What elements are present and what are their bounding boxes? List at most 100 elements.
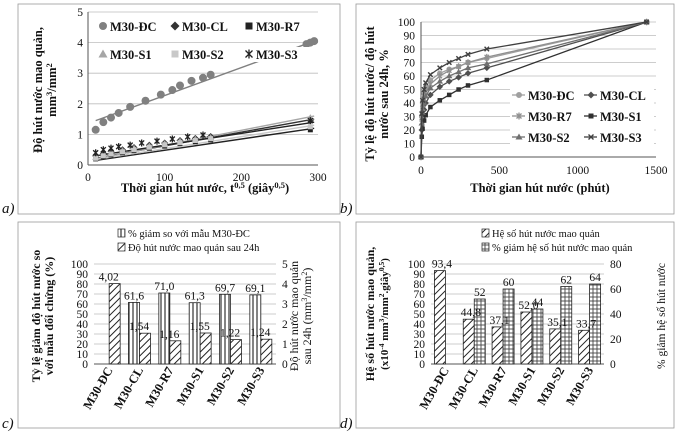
chart-a-legend-marker: [98, 49, 108, 58]
chart-d-category-label: M30-R7: [476, 365, 510, 410]
chart-a-legend-bg: [242, 47, 316, 62]
chart-d-bar: [502, 288, 515, 365]
chart-c-y-tick-label: 0: [82, 359, 88, 371]
chart-a-y-title: Độ hút nước mao quản,: [31, 27, 45, 153]
chart-b-point: [643, 19, 650, 25]
chart-b-point: [483, 64, 491, 72]
chart-a-y-tick-label: 5: [77, 7, 83, 19]
chart-d-y2-title: % giảm hệ số hút nước: [655, 263, 668, 369]
chart-a-point: [310, 37, 319, 46]
chart-b-point: [427, 91, 434, 99]
chart-d-legend-swatch: [481, 228, 490, 238]
chart-d-data-label: 37,1: [490, 315, 510, 327]
chart-a-point: [307, 117, 314, 125]
chart-c-y2-tick-label: 0: [282, 359, 288, 371]
chart-d-y-tick-label: 100: [408, 259, 426, 271]
chart-a-legend-bg: [242, 19, 316, 34]
chart-d-bar: [549, 328, 562, 365]
chart-b-point: [420, 126, 425, 131]
chart-b-y-tick-label: 40: [404, 98, 416, 110]
chart-b-point: [465, 51, 471, 58]
chart-d-y2-tick-label: 0: [610, 359, 616, 371]
chart-b-legend-bg: [582, 129, 654, 146]
chart-b-legend-marker: [587, 91, 595, 99]
chart-b-point: [464, 64, 472, 71]
chart-d-bar: [473, 298, 486, 365]
chart-d-y-tick-label: 40: [414, 319, 426, 331]
chart-b-point: [484, 53, 490, 61]
chart-c-legend-swatch: [117, 228, 126, 238]
chart-b-y-tick-label: 60: [404, 71, 416, 83]
chart-a-legend-label: M30-R7: [256, 20, 300, 34]
chart-c-data-label: 71,0: [154, 281, 174, 293]
chart-d-data-label: 52,0: [518, 300, 538, 312]
chart-a-point: [138, 139, 145, 147]
chart-b-y-tick-label: 0: [409, 152, 415, 164]
chart-b-legend-bg: [510, 87, 582, 104]
chart-d-bar: [589, 283, 601, 365]
chart-a-y-tick-label: 2: [77, 99, 83, 111]
chart-a-x-tick-label: 0: [85, 172, 91, 184]
chart-a-legend-marker: [99, 22, 107, 30]
chart-b-point: [418, 154, 424, 160]
chart-b-y-tick-label: 30: [404, 112, 416, 124]
chart-b-point: [422, 93, 429, 99]
chart-b-legend-label: M30-ĐC: [528, 89, 575, 103]
chart-a-legend-marker: [171, 50, 179, 58]
chart-a-point: [114, 108, 123, 117]
chart-d-legend-label: Hệ số hút nước mao quản: [492, 229, 601, 240]
chart-b-point: [455, 68, 462, 75]
chart-b-legend-bg: [510, 108, 582, 125]
panel-label-b: b): [340, 201, 353, 217]
chart-c-y2-tick-label: 1: [282, 339, 288, 351]
chart-c-bar: [230, 339, 242, 365]
chart-a-fit-line: [95, 121, 315, 157]
chart-b-point: [419, 97, 426, 104]
chart-a-point: [169, 135, 176, 143]
chart-a-point: [156, 90, 165, 99]
chart-b-point: [445, 72, 453, 79]
chart-d-legend-swatch: [481, 242, 490, 252]
chart-c-y-title: Tỷ lệ giảm độ hút nước so: [29, 250, 43, 383]
chart-b-point: [465, 83, 471, 88]
chart-b-x-tick-label: 1500: [645, 165, 668, 177]
chart-c-data-label: 1,16: [159, 329, 179, 341]
chart-c-bar: [139, 332, 151, 365]
chart-c-category-label: M30-S1: [174, 365, 207, 408]
chart-a-point: [176, 81, 184, 90]
chart-d-data-label: 44: [532, 297, 544, 309]
chart-d-y-tick-label: 0: [419, 359, 425, 371]
panel-label-a: a): [2, 201, 15, 217]
chart-a-point: [100, 146, 107, 154]
chart-d-data-label: 52: [474, 287, 486, 299]
chart-a-legend-bg: [168, 47, 242, 62]
chart-b-y-title: Tỷ lệ độ hút nước/ độ hút: [363, 26, 377, 162]
chart-c-y-tick-label: 70: [77, 289, 89, 301]
chart-b-legend-marker: [516, 92, 522, 98]
chart-a-legend-marker: [245, 22, 253, 30]
chart-a-y-tick-label: 1: [77, 129, 83, 141]
chart-d-bar: [560, 286, 573, 365]
chart-a-point: [107, 113, 115, 122]
chart-a-point: [100, 153, 106, 159]
chart-a-point: [206, 70, 215, 79]
chart-a-legend-bg: [96, 19, 170, 34]
chart-c-bar: [169, 340, 182, 365]
chart-a-point: [307, 124, 313, 130]
chart-c-y2-tick-label: 3: [282, 299, 288, 311]
chart-b-point: [419, 111, 425, 117]
chart-d-bar: [462, 318, 475, 365]
chart-b-point: [484, 77, 490, 83]
chart-b-legend-marker: [516, 112, 522, 120]
chart-b-legend-label: M30-S2: [528, 131, 570, 145]
chart-c-y-tick-label: 50: [77, 309, 89, 321]
chart-c-y2-tick-label: 4: [282, 279, 288, 291]
chart-a-point: [200, 131, 206, 139]
chart-d-bar: [434, 270, 446, 365]
chart-c-data-label: 4,02: [99, 272, 119, 284]
chart-b-point: [456, 87, 461, 92]
chart-b-point: [436, 83, 444, 91]
chart-c-y2-title-2: sau 24h (mm3/mm2): [300, 268, 314, 365]
